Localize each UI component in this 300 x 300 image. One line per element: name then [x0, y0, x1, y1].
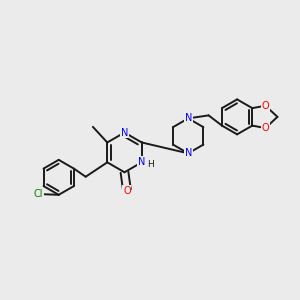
Text: H: H [147, 160, 154, 169]
Text: O: O [262, 123, 269, 133]
Text: N: N [184, 148, 192, 158]
Text: O: O [262, 101, 269, 111]
Text: N: N [138, 157, 146, 167]
Text: N: N [184, 113, 192, 123]
Text: N: N [121, 128, 128, 137]
Text: O: O [123, 186, 131, 196]
Text: Cl: Cl [34, 189, 43, 199]
